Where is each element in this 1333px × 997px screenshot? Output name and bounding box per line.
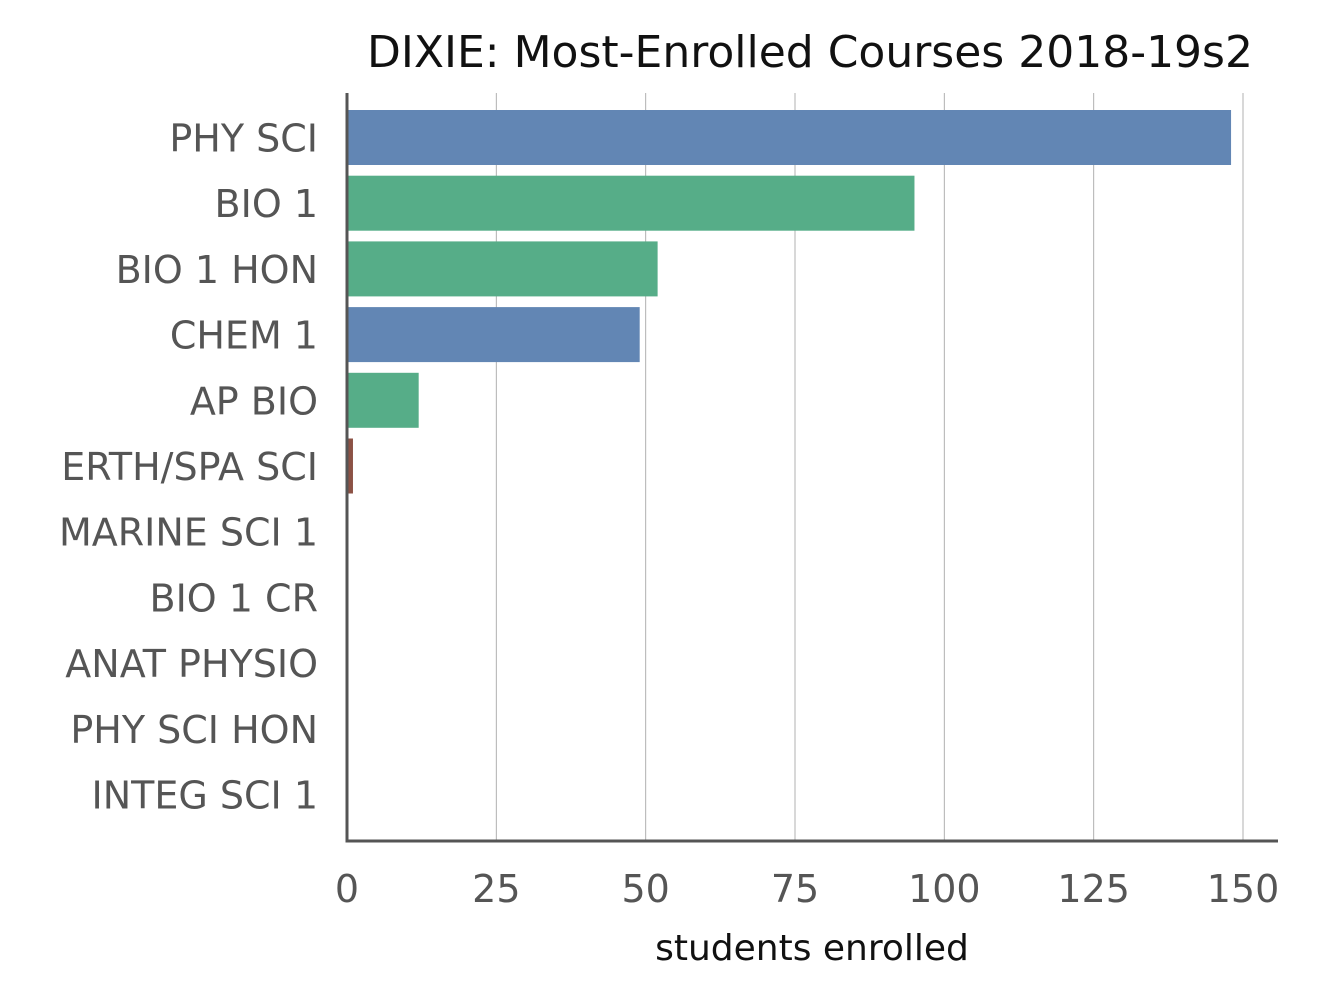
category-label: BIO 1 CR <box>150 576 318 620</box>
bar <box>347 307 640 363</box>
x-tick-label: 100 <box>908 867 981 911</box>
category-label: AP BIO <box>190 379 318 423</box>
x-tick-label: 25 <box>472 867 520 911</box>
labels: 0 25 50 75 100 125 150 PHY SCI BIO 1 BIO 1 HON CHE… <box>59 117 1279 912</box>
bar <box>347 110 1232 165</box>
category-label: MARINE SCI 1 <box>59 511 318 555</box>
category-label: ERTH/SPA SCI <box>61 445 318 489</box>
bar <box>347 175 915 231</box>
x-tick-label: 150 <box>1207 867 1280 911</box>
bar <box>347 372 419 428</box>
bar <box>347 438 353 494</box>
category-label: INTEG SCI 1 <box>92 774 319 818</box>
x-tick-label: 50 <box>621 867 669 911</box>
bar <box>347 241 658 297</box>
x-tick-label: 0 <box>335 867 359 911</box>
category-label: CHEM 1 <box>170 314 318 358</box>
category-label: BIO 1 HON <box>116 248 318 292</box>
chart-title: DIXIE: Most-Enrolled Courses 2018-19s2 <box>367 27 1253 78</box>
x-axis-title: students enrolled <box>655 928 969 969</box>
axes <box>345 93 1278 843</box>
bars <box>347 110 1232 494</box>
category-label: BIO 1 <box>215 182 318 226</box>
x-tick-label: 75 <box>771 867 819 911</box>
category-label: PHY SCI <box>169 117 318 161</box>
category-label: PHY SCI HON <box>70 708 318 752</box>
category-label: ANAT PHYSIO <box>65 642 318 686</box>
x-tick-label: 125 <box>1057 867 1130 911</box>
